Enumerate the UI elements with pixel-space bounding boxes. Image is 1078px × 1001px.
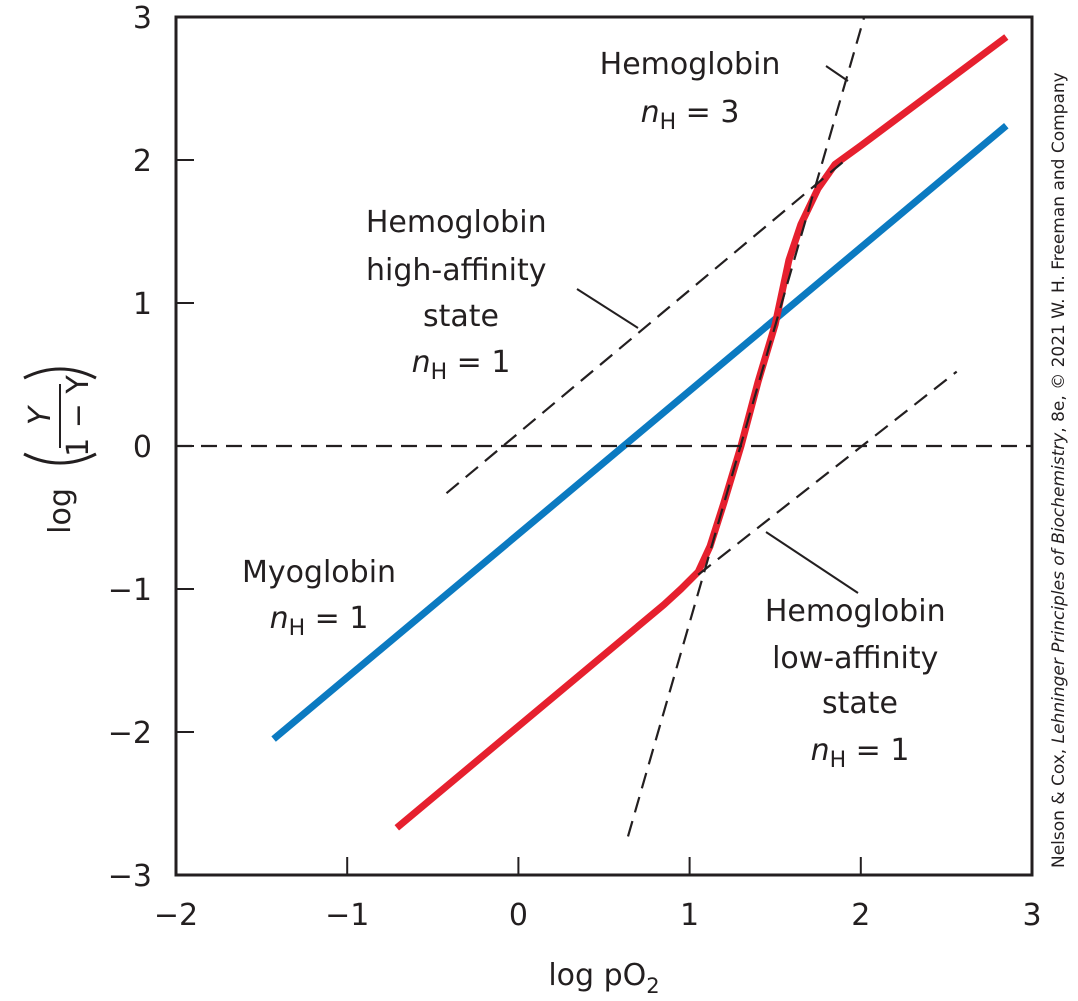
x-tick-label: 2 [851, 898, 870, 933]
annot-line: state [822, 686, 898, 721]
annot-line: high-affinity [366, 253, 546, 288]
y-tick-label: −1 [108, 573, 152, 608]
x-tick-label: 1 [680, 898, 699, 933]
myoglobin-line-0 [271, 123, 1009, 742]
leader-line-nh3 [825, 65, 849, 82]
credit-book-title: Lehninger Principles of Biochemistry [1049, 432, 1069, 744]
nh-symbol-n: n [641, 95, 660, 130]
y-axis-left-paren [23, 452, 97, 465]
credit-pre: Nelson & Cox, [1049, 743, 1069, 868]
dashed-reference-line-5 [626, 16, 866, 837]
nh-value: = 1 [846, 733, 909, 768]
y-tick-label: 0 [133, 430, 152, 465]
dashed-reference-line-3 [445, 160, 845, 495]
nh-symbol-subscript: H [289, 616, 306, 641]
annotation-hemoglobin-nh3: Hemoglobin [600, 47, 781, 82]
nh-value: = 1 [305, 601, 368, 636]
y-tick-label: 2 [133, 144, 152, 179]
hemoglobin-line-1 [394, 34, 1009, 831]
y-tick-label: −3 [108, 859, 152, 894]
x-tick-label: 3 [1022, 898, 1041, 933]
annotation-high-affinity-value: nH = 1 [412, 345, 511, 385]
annot-line: low-affinity [772, 641, 938, 676]
annotation-low-affinity: Hemoglobin low-affinity state [765, 594, 955, 721]
annotation-myoglobin-value: nH = 1 [270, 601, 369, 641]
x-tick-label: −2 [154, 898, 198, 933]
y-tick-label: −2 [108, 716, 152, 751]
nh-value: = 1 [447, 345, 510, 380]
nh-symbol-n: n [270, 601, 289, 636]
nh-symbol-n: n [412, 345, 431, 380]
y-axis-title-log: log [43, 488, 78, 534]
y-axis-title: log Y 1 − Y [23, 367, 97, 534]
nh-symbol-subscript: H [830, 748, 847, 773]
credit-line: Nelson & Cox, Lehninger Principles of Bi… [1049, 72, 1069, 868]
x-tick-label: 0 [509, 898, 528, 933]
lines-layer [176, 16, 1032, 837]
nh-symbol-subscript: H [660, 110, 677, 135]
y-axis-right-paren [23, 367, 97, 380]
leader-line-high-affinity [576, 288, 639, 329]
annotation-low-affinity-value: nH = 1 [811, 733, 910, 773]
nh-symbol-n: n [811, 733, 830, 768]
dashed-reference-line-4 [697, 370, 958, 576]
annotation-myoglobin: Myoglobin [242, 555, 396, 590]
y-axis-title-numerator: Y [23, 404, 58, 425]
annot-line: Hemoglobin [366, 205, 547, 240]
annotation-hemoglobin-nh3-value: nH = 3 [641, 95, 740, 135]
credit-rest: , 8e, © 2021 W. H. Freeman and Company [1049, 72, 1069, 432]
leader-lines [576, 65, 859, 594]
annotations: Hemoglobin nH = 3 Hemoglobin high-affini… [242, 47, 955, 773]
x-axis-title-main: log pO [548, 958, 646, 993]
x-tick-label: −1 [325, 898, 369, 933]
nh-symbol-subscript: H [431, 360, 448, 385]
annot-line: Hemoglobin [765, 594, 946, 629]
nh-value: = 3 [676, 95, 739, 130]
credit-text: Nelson & Cox, Lehninger Principles of Bi… [1049, 72, 1069, 868]
y-axis-title-denominator: 1 − Y [61, 375, 96, 457]
y-tick-label: 3 [133, 1, 152, 36]
annot-line: Hemoglobin [600, 47, 781, 82]
leader-line-low-affinity [765, 531, 859, 594]
annot-line: state [423, 299, 499, 334]
x-axis-title-subscript: 2 [646, 974, 659, 998]
annotation-high-affinity: Hemoglobin high-affinity state [366, 205, 556, 334]
x-axis-title: log pO2 [548, 958, 659, 998]
y-tick-label: 1 [133, 287, 152, 322]
annot-line: Myoglobin [242, 555, 396, 590]
